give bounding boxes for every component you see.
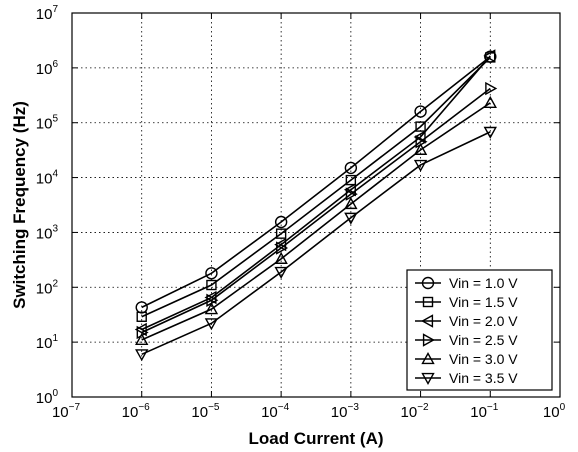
data-point-circle <box>205 267 218 280</box>
data-point-circle <box>421 276 435 290</box>
series-6 <box>135 126 497 362</box>
data-point-triangle-up <box>274 251 288 264</box>
data-point-triangle-up <box>135 332 149 345</box>
data-point-square <box>345 174 357 186</box>
data-point-triangle-up <box>483 95 497 108</box>
data-point-triangle-left <box>413 130 426 144</box>
data-point-circle <box>344 161 358 175</box>
x-axis-label: Load Current (A) <box>248 429 383 448</box>
y-axis-label: Switching Frequency (Hz) <box>10 101 29 309</box>
data-point-square <box>415 121 426 132</box>
data-point-triangle-down <box>204 318 219 331</box>
legend-label: Vin = 3.5 V <box>449 370 518 386</box>
data-point-square <box>206 279 217 291</box>
data-point-triangle-right <box>276 241 289 255</box>
series-line <box>141 56 491 318</box>
data-point-triangle-down <box>421 372 435 385</box>
y-tick-label: 105 <box>36 114 59 133</box>
y-tick-label: 100 <box>36 388 59 407</box>
y-tick-label: 106 <box>36 59 59 78</box>
tick-labels: 10−7 10−6 10−5 10−4 10−3 10−2 10−1 100 100 101 102… <box>36 4 566 421</box>
legend-item: Vin = 1.0 V <box>415 275 518 291</box>
x-tick-label: 10−5 <box>191 402 220 421</box>
data-point-square <box>136 311 147 322</box>
legend-item: Vin = 2.5 V <box>415 332 518 348</box>
legend: Vin = 1.0 V Vin = 1.5 V Vin = 2.0 V Vin = 2… <box>406 269 553 391</box>
legend-label: Vin = 1.0 V <box>449 275 518 291</box>
series-5 <box>135 95 497 345</box>
legend-box <box>406 269 553 391</box>
x-tick-label: 10−1 <box>470 402 499 421</box>
legend-label: Vin = 2.0 V <box>449 313 518 329</box>
data-point-square <box>275 228 287 239</box>
data-point-triangle-up <box>344 197 358 210</box>
data-point-triangle-down <box>274 266 288 279</box>
y-tick-label: 107 <box>36 4 59 23</box>
legend-item: Vin = 3.5 V <box>415 370 518 386</box>
data-point-triangle-left <box>134 322 147 337</box>
x-tick-label: 100 <box>543 402 566 421</box>
data-point-triangle-left <box>421 314 434 328</box>
x-tick-label: 10−7 <box>52 402 81 421</box>
series-line <box>141 131 491 356</box>
y-tick-label: 104 <box>36 169 59 188</box>
legend-label: Vin = 2.5 V <box>449 332 518 348</box>
x-tick-label: 10−6 <box>122 402 151 421</box>
data-point-triangle-up <box>421 352 435 365</box>
plot-frame <box>71 12 561 398</box>
legend-item: Vin = 1.5 V <box>415 294 518 310</box>
data-point-triangle-down <box>483 126 497 139</box>
data-point-triangle-right <box>485 81 498 96</box>
data-point-circle <box>414 105 427 118</box>
x-tick-label: 10−4 <box>261 402 290 421</box>
legend-item: Vin = 3.0 V <box>415 351 518 367</box>
series-line <box>141 102 491 341</box>
data-point-triangle-right <box>206 293 219 307</box>
data-point-triangle-up <box>204 302 219 315</box>
legend-item: Vin = 2.0 V <box>415 313 518 329</box>
series-line <box>141 56 491 309</box>
legend-label: Vin = 1.5 V <box>449 294 518 310</box>
series-line <box>141 87 491 334</box>
series-1 <box>135 50 497 314</box>
x-tick-label: 10−3 <box>331 402 360 421</box>
data-point-triangle-up <box>413 142 428 155</box>
x-tick-label: 10−2 <box>401 402 430 421</box>
data-point-triangle-left <box>343 183 356 197</box>
y-tick-label: 102 <box>36 278 59 297</box>
data-point-triangle-down <box>344 212 358 225</box>
data-point-triangle-down <box>135 349 149 362</box>
series-4 <box>136 81 498 340</box>
y-tick-label: 103 <box>36 223 59 242</box>
data-point-circle <box>274 215 288 229</box>
series-line <box>141 55 491 331</box>
data-point-triangle-left <box>483 49 496 63</box>
data-point-triangle-right <box>422 333 435 347</box>
legend-label: Vin = 3.0 V <box>449 351 518 367</box>
data-point-triangle-down <box>413 159 428 172</box>
data-point-triangle-right <box>345 187 358 201</box>
y-tick-label: 101 <box>36 333 59 352</box>
data-point-square <box>422 296 434 308</box>
series-lines <box>134 49 498 362</box>
